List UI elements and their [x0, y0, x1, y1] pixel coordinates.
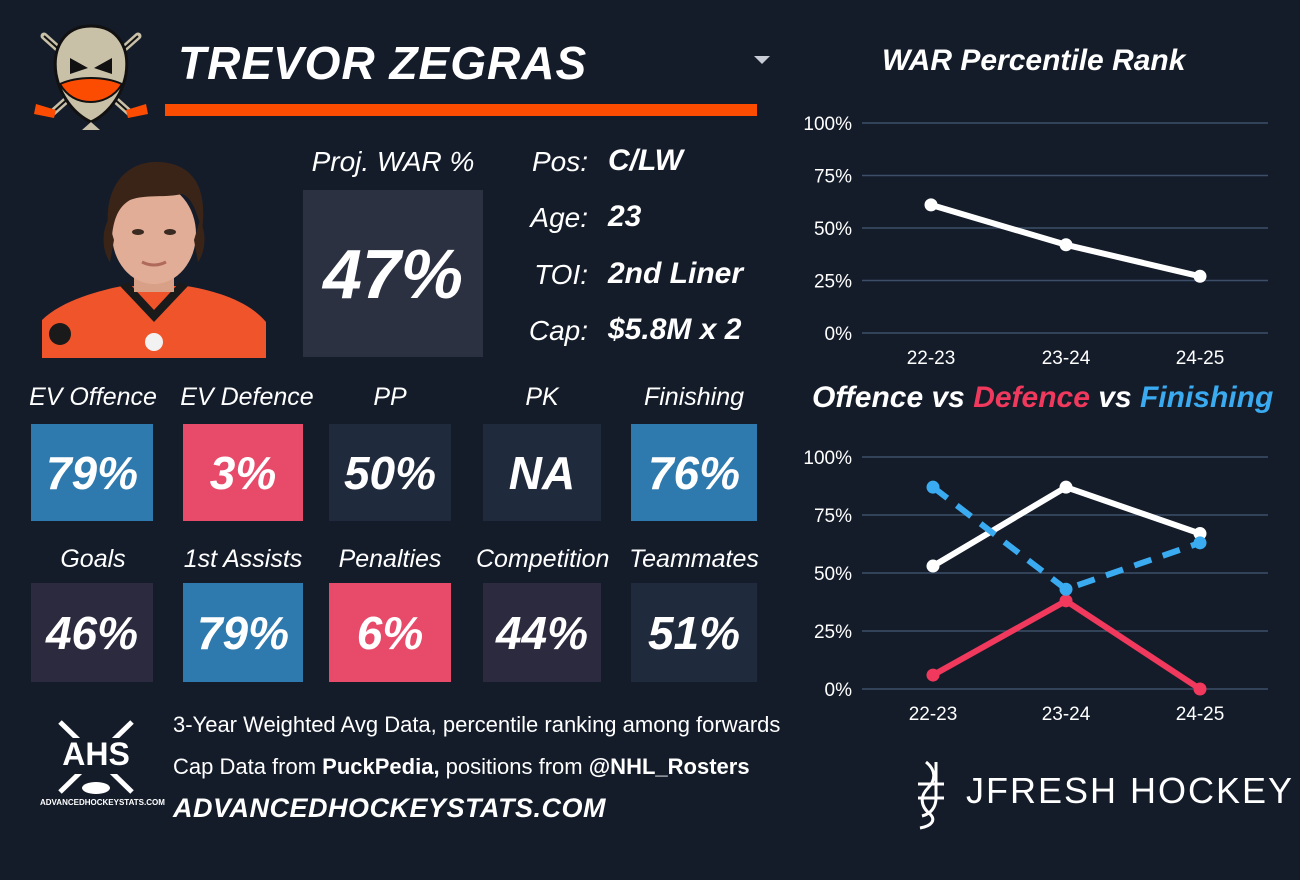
data-point — [1193, 269, 1207, 283]
goals-tile: 46% — [31, 583, 153, 682]
finishing-label: Finishing — [643, 383, 745, 411]
chart-title-offence: Offence — [812, 381, 924, 414]
war-percentile-chart: 0% 25% 50% 75% 100% 22-23 23-24 24-25 — [803, 114, 1268, 369]
y-tick-label: 100% — [803, 114, 852, 135]
x-tick-label: 24-25 — [1176, 348, 1225, 369]
proj-war-label: Proj. WAR % — [311, 146, 475, 177]
ahs-logo-small-text: ADVANCEDHOCKEYSTATS.COM — [40, 798, 165, 807]
y-tick-label: 50% — [814, 564, 852, 585]
ev-defence-tile: 3% — [183, 424, 303, 521]
cap-label: Cap: — [528, 315, 588, 346]
pk-tile: NA — [483, 424, 601, 521]
ovdf-chart-title: Offence vs Defence vs Finishing — [812, 381, 1273, 415]
data-point — [1059, 238, 1073, 252]
player-name: TREVOR ZEGRAS — [178, 37, 588, 89]
data-point — [926, 480, 940, 494]
y-tick-label: 25% — [814, 272, 852, 293]
data-point — [1059, 594, 1073, 608]
y-tick-label: 0% — [825, 680, 853, 701]
competition-label: Competition — [476, 545, 610, 573]
toi-value: 2nd Liner — [608, 257, 744, 290]
footer-sources: Cap Data from PuckPedia, positions from … — [173, 754, 750, 780]
footer-data-note: 3-Year Weighted Avg Data, percentile ran… — [173, 712, 781, 737]
x-tick-label: 24-25 — [1176, 704, 1225, 725]
ev-offence-label: EV Offence — [29, 383, 157, 411]
data-point — [1059, 480, 1073, 494]
proj-war-box: 47% — [303, 190, 483, 357]
toi-label: TOI: — [534, 259, 588, 290]
x-tick-label: 22-23 — [909, 704, 958, 725]
war-chart-title: WAR Percentile Rank — [882, 44, 1186, 77]
data-point — [1193, 536, 1207, 550]
y-tick-label: 75% — [814, 506, 852, 527]
ahs-logo: AHS ADVANCEDHOCKEYSTATS.COM — [40, 716, 165, 812]
finishing-tile: 76% — [631, 424, 757, 521]
age-label: Age: — [530, 202, 588, 233]
footer-site: ADVANCEDHOCKEYSTATS.COM — [173, 793, 607, 823]
data-point — [1193, 527, 1207, 541]
proj-war-value: 47% — [322, 234, 464, 313]
teammates-tile: 51% — [631, 583, 757, 682]
series-line — [931, 597, 1202, 692]
team-logo — [30, 18, 152, 130]
teammates-label: Teammates — [629, 545, 759, 573]
data-point — [1193, 682, 1207, 696]
ev-offence-tile: 79% — [31, 424, 153, 521]
jfresh-brand-text: JFRESH HOCKEY — [966, 770, 1295, 811]
y-tick-label: 0% — [825, 324, 853, 345]
data-point — [1059, 582, 1073, 596]
competition-tile: 44% — [483, 583, 601, 682]
series-line — [931, 484, 1201, 593]
y-tick-label: 100% — [803, 448, 852, 469]
footer-puckpedia: PuckPedia, — [322, 754, 440, 779]
pp-tile: 50% — [329, 424, 451, 521]
x-tick-label: 23-24 — [1042, 704, 1091, 725]
chart-title-vs-2: vs — [1089, 381, 1140, 414]
data-point — [926, 559, 940, 573]
penalties-label: Penalties — [338, 545, 442, 573]
pos-label: Pos: — [531, 146, 588, 177]
chart-title-vs-1: vs — [923, 381, 974, 414]
x-tick-label: 22-23 — [907, 348, 956, 369]
data-point — [924, 198, 938, 212]
goals-label: Goals — [60, 545, 126, 573]
age-value: 23 — [608, 200, 642, 233]
chart-title-finishing: Finishing — [1139, 381, 1274, 414]
pp-label: PP — [373, 383, 407, 411]
jfresh-logo-icon — [912, 758, 952, 830]
chart-title-defence: Defence — [973, 381, 1090, 414]
data-point — [926, 668, 940, 682]
pk-label: PK — [525, 383, 559, 411]
footer-nhl-rosters: @NHL_Rosters — [588, 754, 750, 779]
player-dropdown-caret-icon[interactable] — [754, 56, 770, 64]
x-tick-label: 23-24 — [1042, 348, 1091, 369]
ev-defence-label: EV Defence — [180, 383, 314, 411]
pos-value: C/LW — [608, 144, 683, 177]
y-tick-label: 25% — [814, 622, 852, 643]
footer-positions-prefix: positions from — [439, 754, 589, 779]
footer-cap-prefix: Cap Data from — [173, 754, 323, 779]
penalties-tile: 6% — [329, 583, 451, 682]
ahs-logo-text: AHS — [62, 736, 130, 772]
offence-defence-finishing-chart: 0% 25% 50% 75% 100% 22-23 23-24 24-25 — [803, 448, 1268, 725]
y-tick-label: 50% — [814, 219, 852, 240]
cap-value: $5.8M x 2 — [608, 313, 742, 346]
y-tick-label: 75% — [814, 167, 852, 188]
first-assists-tile: 79% — [183, 583, 303, 682]
series-line — [931, 484, 1201, 569]
player-photo — [42, 150, 266, 358]
name-underline — [165, 104, 757, 116]
first-assists-label: 1st Assists — [183, 545, 303, 573]
